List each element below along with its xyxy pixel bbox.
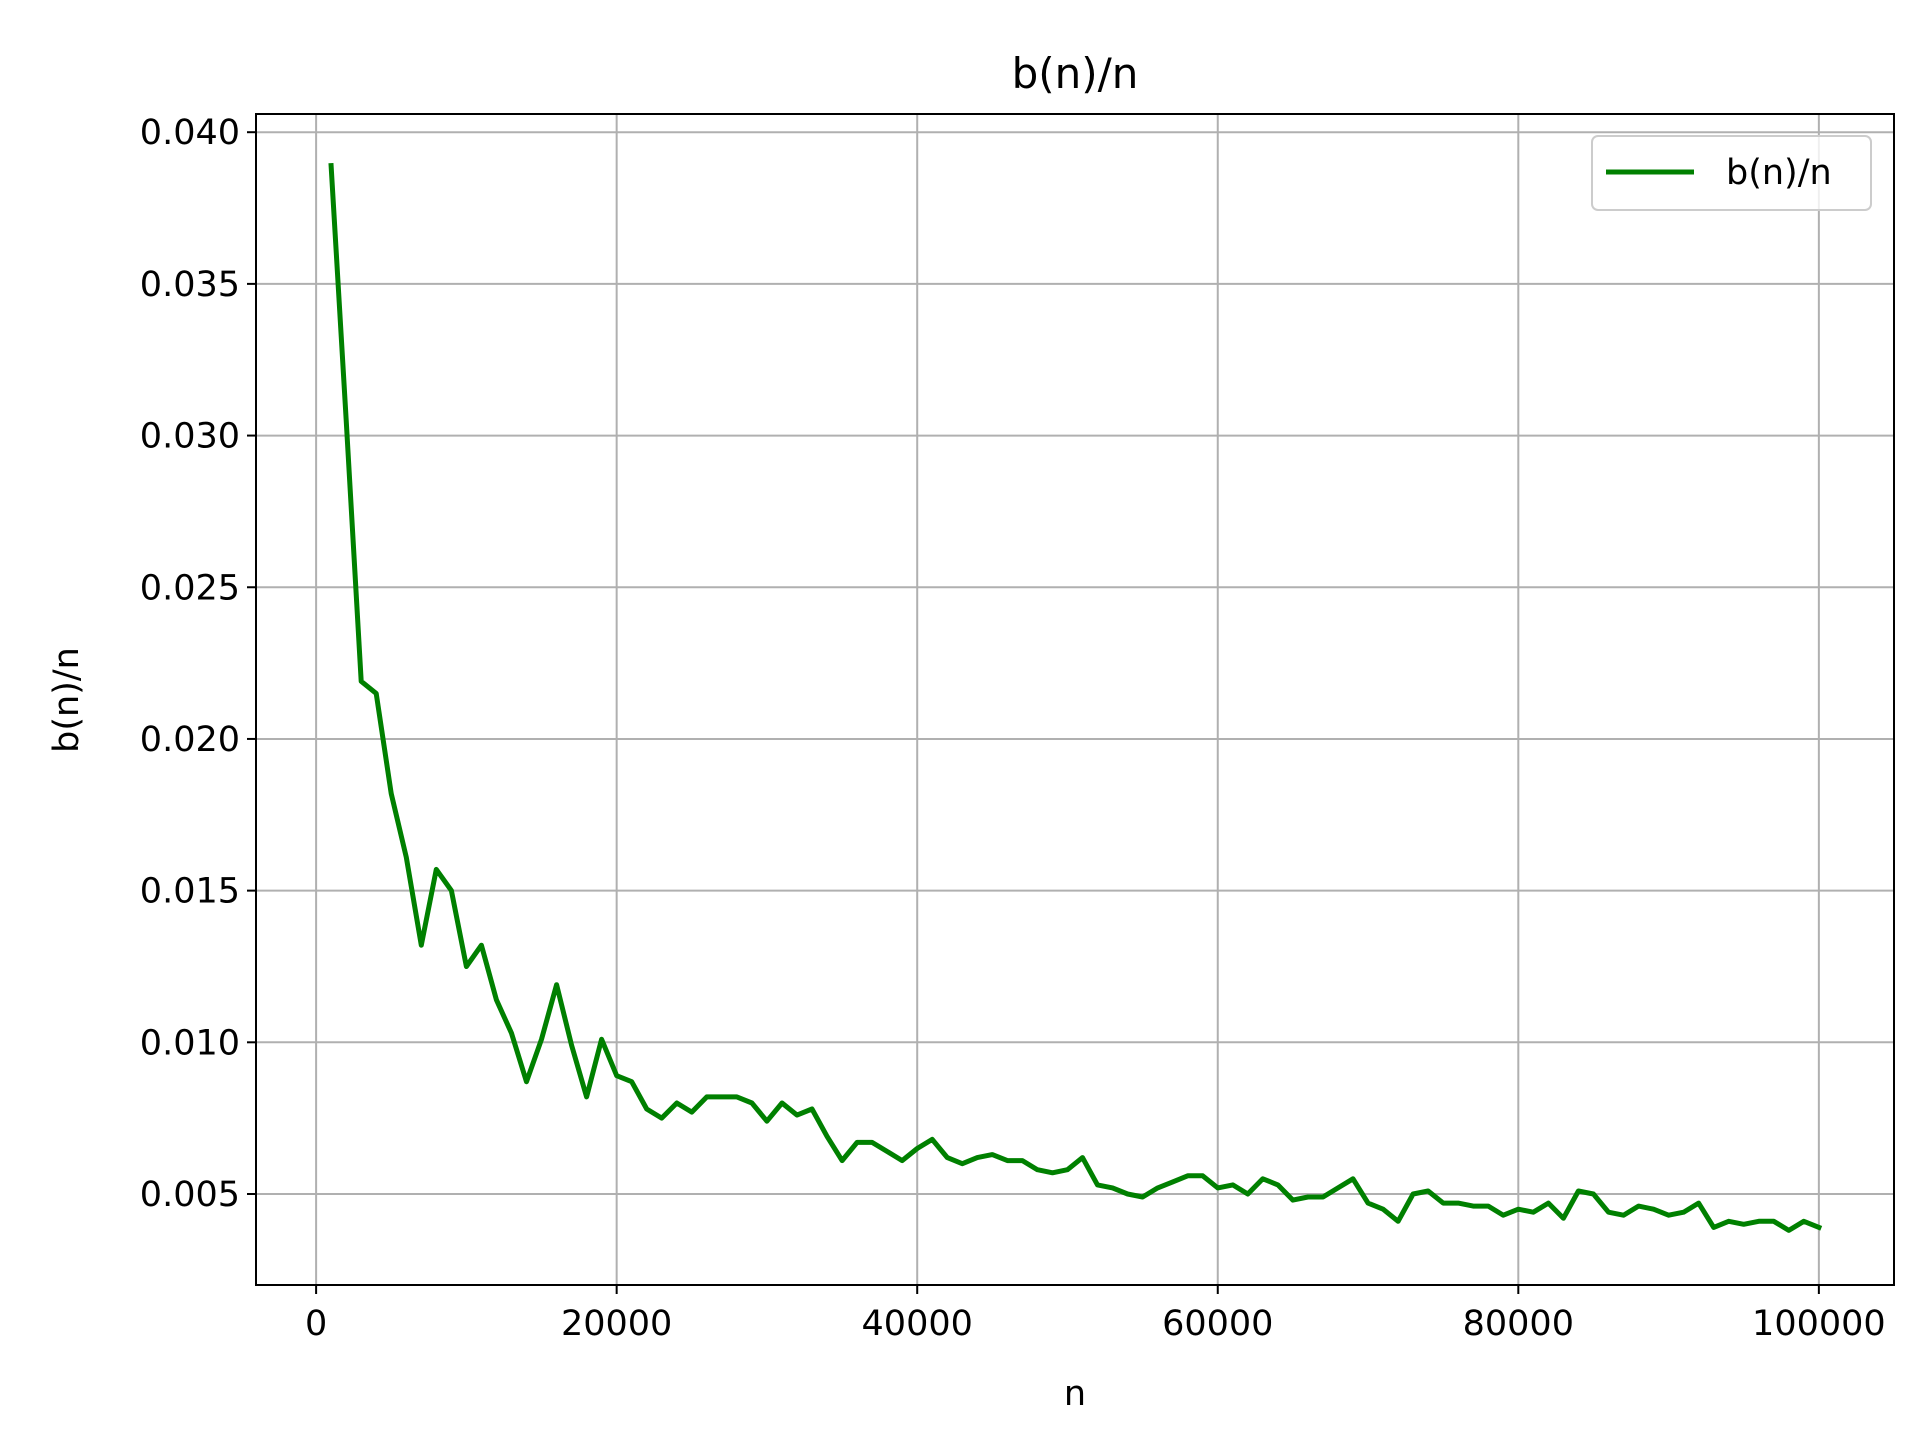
y-axis: 0.005 0.010 0.015 0.020 0.025 0.030 0.035 0.040 — [140, 113, 256, 1215]
plot-background — [256, 114, 1894, 1285]
legend: b(n)/n — [1591, 135, 1872, 211]
y-tick-label: 0.025 — [140, 568, 240, 608]
y-tick-label: 0.015 — [140, 872, 240, 912]
x-tick-label: 80000 — [1463, 1304, 1574, 1344]
x-tick-label: 60000 — [1162, 1304, 1273, 1344]
y-tick-label: 0.035 — [140, 265, 240, 305]
series-group — [328, 162, 1823, 1233]
series-line — [328, 162, 1823, 1233]
x-tick-label: 0 — [305, 1304, 327, 1344]
legend-label: b(n)/n — [1726, 153, 1832, 193]
y-tick-label: 0.010 — [140, 1023, 240, 1063]
x-axis: 0 20000 40000 60000 80000 100000 — [305, 1285, 1886, 1344]
legend-box — [1591, 135, 1872, 211]
y-tick-label: 0.030 — [140, 417, 240, 457]
y-tick-label: 0.040 — [140, 113, 240, 153]
y-axis-title: b(n)/n — [47, 647, 87, 753]
x-tick-label: 20000 — [561, 1304, 672, 1344]
grid — [256, 114, 1894, 1285]
y-tick-label: 0.020 — [140, 720, 240, 760]
x-tick-label: 40000 — [862, 1304, 973, 1344]
plot-frame — [255, 113, 1895, 1286]
y-tick-label: 0.005 — [140, 1175, 240, 1215]
chart-title: b(n)/n — [1012, 49, 1139, 98]
x-axis-title: n — [1064, 1374, 1086, 1414]
x-tick-label: 100000 — [1752, 1304, 1886, 1344]
